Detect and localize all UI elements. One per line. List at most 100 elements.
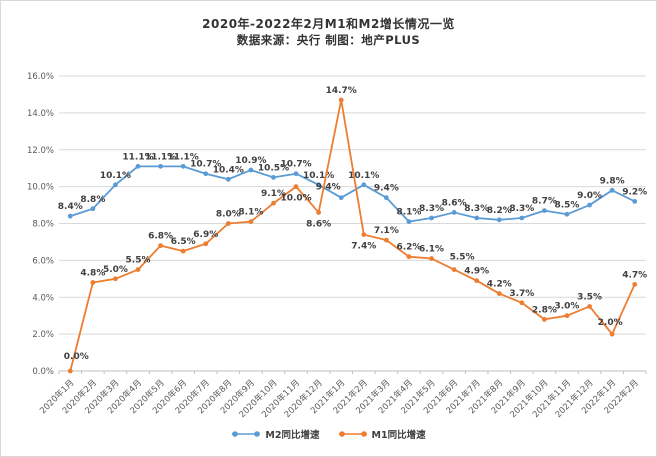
m2-data-point <box>429 215 434 221</box>
m1-data-label: 2.8% <box>532 305 557 315</box>
m1-data-point <box>180 248 186 254</box>
m1-data-point <box>271 200 276 206</box>
m2-data-label: 9.0% <box>577 191 602 201</box>
m1-data-point <box>496 291 502 296</box>
m2-data-point <box>225 176 231 182</box>
m1-data-point <box>338 97 344 103</box>
m1-data-point <box>542 316 547 322</box>
m2-data-point <box>406 219 412 225</box>
chart-legend: M2同比增速 M1同比增速 <box>1 427 656 441</box>
m1-data-label: 3.0% <box>554 302 579 312</box>
m2-data-label: 10.7% <box>280 160 311 170</box>
m2-data-point <box>609 187 615 193</box>
m2-data-label: 8.3% <box>509 204 534 214</box>
m1-data-label: 6.2% <box>396 243 421 253</box>
m2-data-point <box>474 215 480 221</box>
y-axis-tick-label: 0.0% <box>32 367 54 377</box>
m1-series-line <box>69 99 636 372</box>
m2-data-point <box>67 213 73 219</box>
m1-data-label: 4.9% <box>464 267 489 277</box>
legend-item-m1: M1同比增速 <box>338 427 426 441</box>
m1-legend-marker-icon <box>338 431 367 437</box>
m1-data-point <box>451 267 457 272</box>
m1-data-label: 3.5% <box>577 292 602 302</box>
m1-data-point <box>135 267 141 272</box>
m1-data-label: 0.0% <box>64 352 89 362</box>
m1-data-label: 10.0% <box>280 194 311 204</box>
m2-data-point <box>361 182 367 188</box>
legend-label-m2: M2同比增速 <box>265 430 320 441</box>
y-axis-tick-label: 4.0% <box>32 293 54 303</box>
m2-data-label: 8.3% <box>464 204 489 214</box>
m2-data-label: 9.2% <box>622 187 647 197</box>
m1-data-label: 5.5% <box>450 253 475 263</box>
m1-data-point <box>361 232 367 237</box>
m2-data-label: 10.4% <box>213 165 244 175</box>
m1-data-point <box>587 304 592 309</box>
m2-data-point <box>180 163 186 169</box>
y-axis-tick-label: 6.0% <box>32 256 54 266</box>
m1-data-label: 6.9% <box>193 230 218 240</box>
m2-data-point <box>542 208 547 213</box>
m1-data-label: 5.5% <box>126 256 151 266</box>
m2-data-point <box>587 202 592 208</box>
m1-data-point <box>158 243 163 249</box>
m1-data-label: 9.1% <box>261 189 286 199</box>
m2-data-label: 8.3% <box>419 204 444 214</box>
m2-data-label: 8.2% <box>487 206 512 216</box>
m1-data-point <box>632 281 638 287</box>
y-axis-tick-label: 8.0% <box>32 220 54 230</box>
m1-data-point <box>406 254 412 260</box>
m1-data-point <box>90 280 96 285</box>
m1-data-label: 8.1% <box>238 208 263 218</box>
m1-data-label: 6.8% <box>148 232 173 242</box>
m1-data-label: 4.7% <box>622 270 647 280</box>
m2-data-point <box>248 167 254 173</box>
m2-data-point <box>271 175 276 180</box>
m2-data-label: 8.5% <box>554 200 579 210</box>
m2-data-label: 8.6% <box>442 198 467 208</box>
m2-data-label: 11.1% <box>145 152 176 162</box>
m1-data-label: 5.0% <box>103 265 128 275</box>
m1-data-label: 4.8% <box>80 269 105 279</box>
m1-data-point <box>383 237 389 243</box>
m1-data-point <box>429 256 434 261</box>
m1-data-point <box>67 368 73 374</box>
m1-data-point <box>564 313 570 319</box>
y-axis-tick-label: 2.0% <box>32 330 54 340</box>
m2-data-point <box>293 171 299 177</box>
m1-data-label: 4.2% <box>487 280 512 290</box>
m2-data-label: 10.5% <box>258 163 289 173</box>
m1-data-point <box>248 219 254 225</box>
m2-data-label: 9.8% <box>600 176 625 186</box>
chart-subtitle: 数据来源：央行 制图：地产PLUS <box>236 33 421 47</box>
y-axis-tick-label: 14.0% <box>27 109 54 119</box>
m1-data-label: 8.6% <box>306 219 331 229</box>
m1-data-point <box>203 241 209 247</box>
m2-data-point <box>113 182 118 188</box>
m1-data-point <box>474 278 480 284</box>
m1-data-label: 6.1% <box>419 245 444 255</box>
m2-data-label: 10.9% <box>235 156 266 166</box>
legend-item-m2: M2同比增速 <box>231 427 320 441</box>
m1-data-label: 8.0% <box>216 210 241 220</box>
m2-data-label: 10.1% <box>303 171 334 181</box>
y-axis-tick-label: 10.0% <box>27 183 54 193</box>
m2-data-label: 8.8% <box>80 195 105 205</box>
m2-data-label: 8.4% <box>58 202 83 212</box>
m2-data-point <box>338 195 344 201</box>
m1-data-label: 7.4% <box>351 242 376 252</box>
chart-title: 2020年-2022年2月M1和M2增长情况一览 <box>202 17 455 31</box>
m1-data-label: 3.7% <box>509 289 534 299</box>
m2-data-point <box>451 210 457 215</box>
m2-data-point <box>135 163 141 169</box>
m2-data-point <box>158 163 163 169</box>
m2-data-label: 10.1% <box>100 171 131 181</box>
m1-data-point <box>293 184 299 190</box>
m1-data-label: 6.5% <box>171 237 196 247</box>
y-axis-tick-label: 12.0% <box>27 146 54 156</box>
m1-data-point <box>225 221 231 226</box>
m2-data-label: 10.7% <box>190 160 221 170</box>
